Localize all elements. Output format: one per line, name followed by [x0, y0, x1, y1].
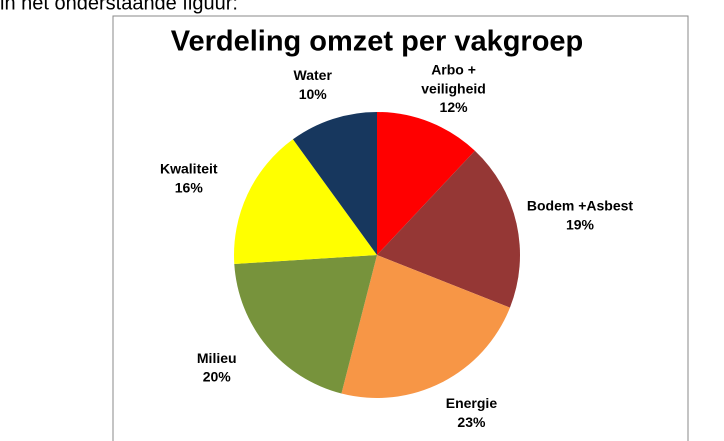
pie-slice	[234, 255, 377, 394]
label-line: Arbo +	[431, 61, 476, 77]
chart-title: Verdeling omzet per vakgroep	[171, 26, 584, 58]
value-label: 12%	[440, 99, 469, 115]
pie-slice	[234, 139, 377, 264]
slice-label: Bodem +Asbest 19%	[527, 197, 634, 232]
label-line: Water	[294, 67, 333, 83]
label-line: veiligheid	[421, 80, 486, 96]
category-label: Kwaliteit	[160, 160, 218, 176]
value-label: 23%	[457, 414, 486, 430]
pie-slice	[377, 150, 520, 308]
value-label: 19%	[566, 216, 595, 232]
slice-label: Energie 23%	[446, 395, 498, 430]
slice-label: Kwaliteit 16%	[160, 160, 218, 195]
category-label: Water	[294, 67, 333, 83]
category-label: Bodem +Asbest	[527, 197, 634, 213]
slice-label: Arbo + veiligheid 12%	[421, 61, 486, 115]
value-label: 10%	[299, 86, 328, 102]
category-label: Energie	[446, 395, 498, 411]
category-label: Milieu	[197, 350, 237, 366]
slice-label: Milieu 20%	[197, 350, 237, 385]
pie-slice	[341, 255, 510, 398]
pie-slice	[292, 112, 377, 255]
pie-slice	[377, 112, 475, 255]
label-line: Bodem +Asbest	[527, 197, 634, 213]
label-line: Energie	[446, 395, 498, 411]
text-above: in het onderstaande figuur:	[0, 0, 238, 14]
category-label: Arbo + veiligheid	[421, 61, 486, 96]
label-line: Milieu	[197, 350, 237, 366]
label-line: Kwaliteit	[160, 160, 218, 176]
value-label: 16%	[175, 179, 204, 195]
slice-label: Water 10%	[294, 67, 333, 102]
value-label: 20%	[203, 369, 232, 385]
